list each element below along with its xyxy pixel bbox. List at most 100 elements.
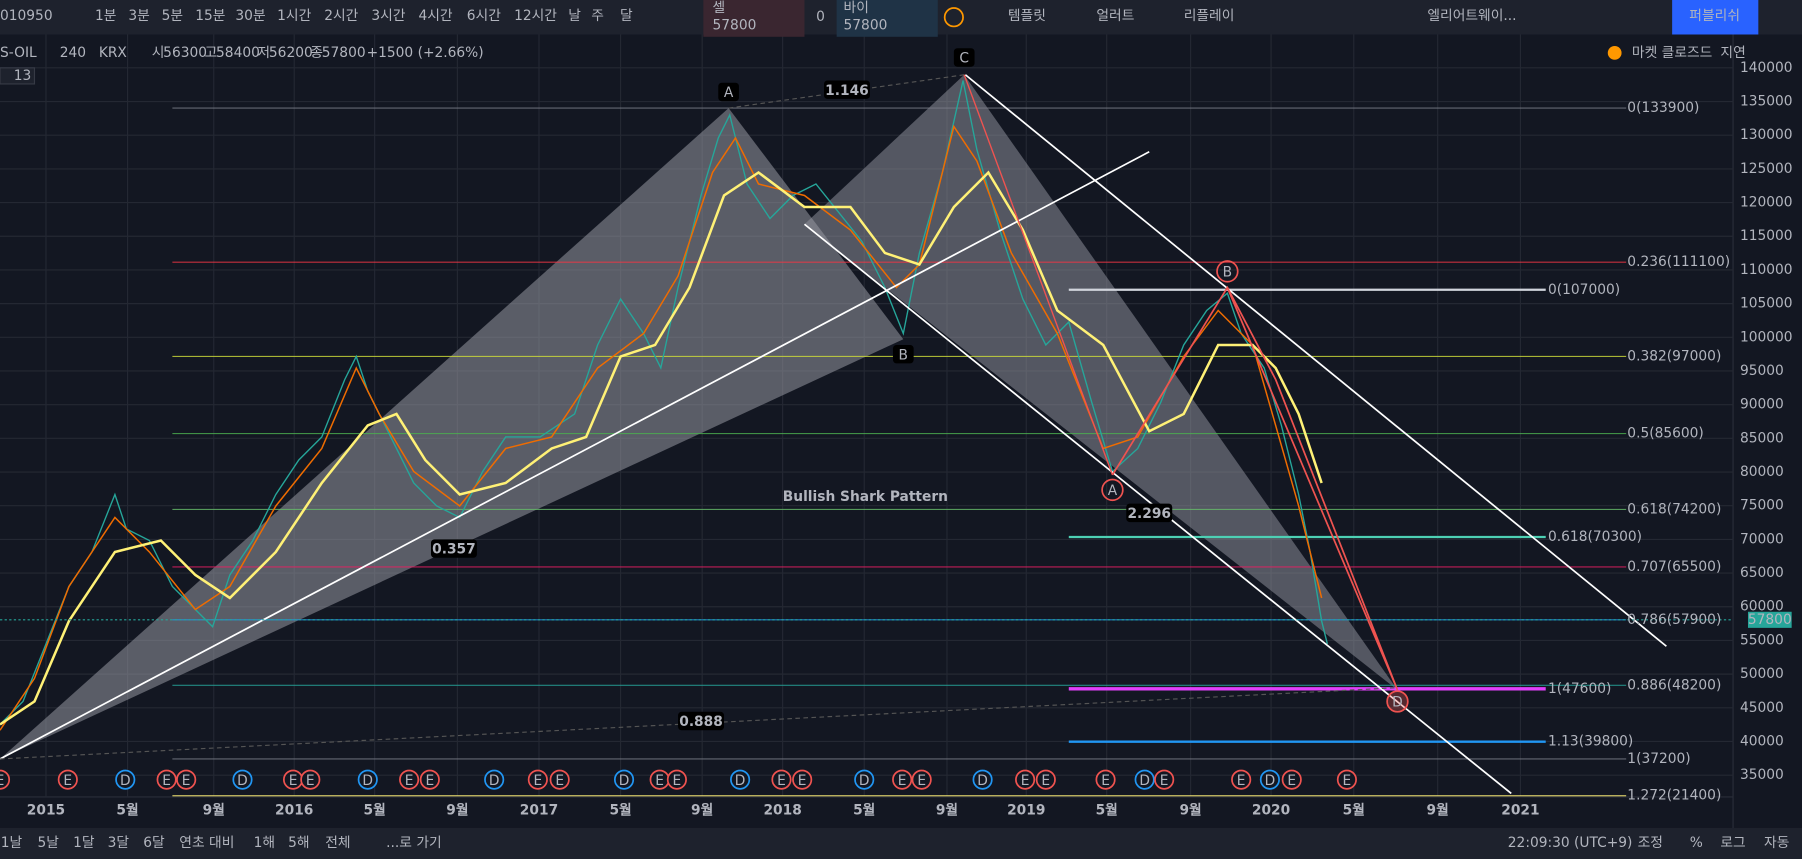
event-marker[interactable] [176, 769, 197, 790]
event-marker[interactable] [1336, 769, 1357, 790]
replay-button[interactable]: 리플레이 [1184, 8, 1235, 24]
interval-button[interactable]: 3분 [128, 8, 149, 24]
fib-label: 0(107000) [1548, 282, 1620, 298]
event-marker[interactable] [399, 769, 420, 790]
percent-button[interactable]: % [1690, 835, 1703, 851]
ohlc-value: 고 [205, 45, 218, 61]
interval-button[interactable]: 1시간 [277, 8, 311, 24]
event-marker[interactable] [57, 769, 78, 790]
buy-box[interactable] [836, 0, 938, 37]
alert-button[interactable]: 얼러트 [1096, 8, 1134, 24]
sell-label: 셀 [713, 0, 726, 16]
event-marker[interactable] [911, 769, 932, 790]
event-marker[interactable] [1095, 769, 1116, 790]
range-button[interactable]: 3달 [108, 835, 130, 851]
event-label: E [405, 773, 414, 789]
ohlc-value: 58400 [216, 45, 260, 61]
event-marker[interactable] [730, 769, 751, 790]
range-button[interactable]: 연초 대비 [179, 835, 234, 851]
range-button[interactable]: 5해 [288, 835, 309, 851]
range-button[interactable]: 전체 [325, 835, 350, 851]
time-tick-label: 9월 [936, 802, 958, 819]
event-marker[interactable] [232, 769, 253, 790]
auto-button[interactable]: 자동 [1764, 835, 1789, 851]
event-marker[interactable] [854, 769, 875, 790]
template-button[interactable]: 템플릿 [1008, 8, 1046, 24]
event-label: D [1265, 773, 1276, 789]
pattern-point: A [724, 85, 734, 101]
interval-button[interactable]: 날 [568, 8, 581, 24]
fib-label: 1(37200) [1627, 751, 1690, 767]
range-button[interactable]: 1달 [73, 835, 95, 851]
event-marker[interactable] [0, 769, 11, 790]
publish-bg[interactable] [1672, 0, 1759, 35]
time-tick-label: 9월 [203, 802, 225, 819]
interval-button[interactable]: 15분 [195, 8, 225, 24]
info-icon[interactable] [943, 7, 964, 28]
event-label: E [555, 773, 564, 789]
interval-button[interactable]: 주 [591, 8, 604, 24]
pattern-point: C [959, 51, 969, 67]
event-marker[interactable] [1231, 769, 1252, 790]
interval-button[interactable]: 12시간 [514, 8, 557, 24]
interval-button[interactable]: 30분 [235, 8, 265, 24]
publish-button[interactable]: 퍼블리쉬 [1689, 8, 1740, 24]
layout-button[interactable]: 엘리어트웨이... [1427, 8, 1516, 24]
event-marker[interactable] [1035, 769, 1056, 790]
event-marker[interactable] [115, 769, 136, 790]
event-label: E [1237, 773, 1246, 789]
interval-button[interactable]: 1분 [95, 8, 116, 24]
goto-button[interactable]: ...로 가기 [386, 835, 442, 851]
event-label: E [182, 773, 191, 789]
event-label: E [1160, 773, 1169, 789]
price-tick-label: 110000 [1740, 262, 1793, 278]
event-label: E [1343, 773, 1352, 789]
range-button[interactable]: 1날 [1, 835, 23, 851]
event-marker[interactable] [771, 769, 792, 790]
event-marker[interactable] [419, 769, 440, 790]
fib-label: 0.5(85600) [1627, 426, 1703, 442]
event-marker[interactable] [1015, 769, 1036, 790]
event-marker[interactable] [156, 769, 177, 790]
indicator-toggle[interactable] [0, 67, 36, 85]
event-marker[interactable] [613, 769, 635, 790]
price-tick-label: 50000 [1740, 666, 1784, 682]
event-marker[interactable] [1259, 769, 1280, 790]
event-label: E [655, 773, 664, 789]
ratio-label: 1.146 [825, 83, 869, 99]
event-marker[interactable] [549, 769, 570, 790]
event-marker[interactable] [1134, 769, 1155, 790]
event-marker[interactable] [527, 769, 548, 790]
interval-button[interactable]: 2시간 [324, 8, 358, 24]
range-button[interactable]: 1해 [254, 835, 275, 851]
range-button[interactable]: 6달 [143, 835, 165, 851]
interval-button[interactable]: 5분 [162, 8, 183, 24]
range-button[interactable]: 5날 [38, 835, 60, 851]
interval-button[interactable]: 6시간 [467, 8, 501, 24]
sell-box[interactable] [703, 0, 805, 37]
buy-price: 57800 [844, 17, 888, 33]
interval-button[interactable]: 4시간 [418, 8, 452, 24]
time-tick-label: 5월 [609, 802, 631, 819]
ratio-label: 2.296 [1127, 506, 1171, 522]
event-label: D [1139, 773, 1150, 789]
event-marker[interactable] [484, 769, 505, 790]
bottom-toolbar [0, 827, 1802, 859]
event-label: E [1021, 773, 1030, 789]
event-marker[interactable] [1281, 769, 1302, 790]
interval-button[interactable]: 3시간 [371, 8, 405, 24]
adjust-button[interactable]: 조정 [1638, 835, 1663, 851]
interval-button[interactable]: 달 [620, 8, 633, 24]
event-marker[interactable] [1154, 769, 1175, 790]
event-marker[interactable] [892, 769, 913, 790]
event-marker[interactable] [300, 769, 321, 790]
symbol-search[interactable]: 010950 [0, 8, 53, 24]
event-marker[interactable] [666, 769, 687, 790]
event-marker[interactable] [792, 769, 813, 790]
wave-marker [1386, 690, 1409, 713]
event-marker[interactable] [357, 769, 378, 790]
event-marker[interactable] [972, 769, 993, 790]
log-button[interactable]: 로그 [1720, 835, 1745, 851]
price-tick-label: 45000 [1740, 700, 1784, 716]
time-tick-label: 2017 [520, 803, 558, 819]
